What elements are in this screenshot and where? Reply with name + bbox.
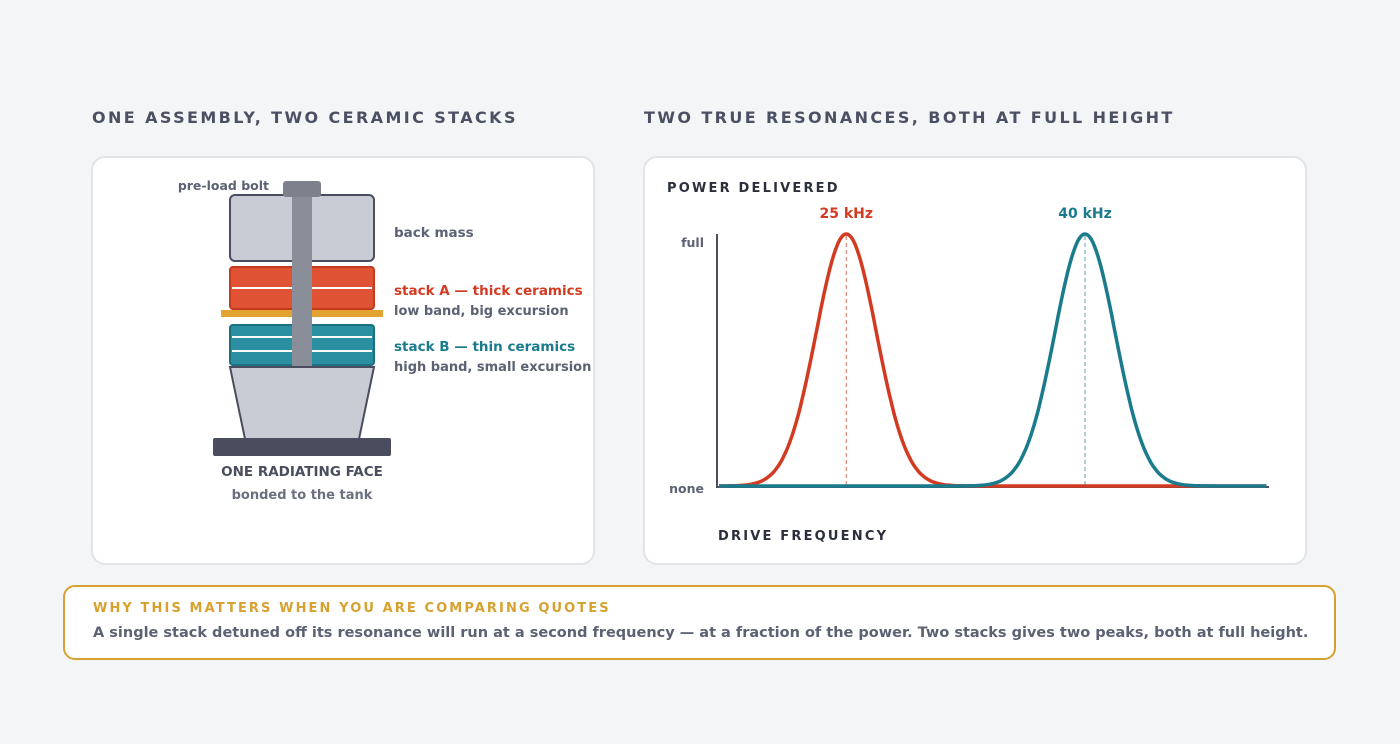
- stack-a-title: stack A — thick ceramics: [394, 283, 583, 299]
- resonance-section-title: TWO TRUE RESONANCES, BOTH AT FULL HEIGHT: [644, 108, 1175, 127]
- stack-a-subtitle: low band, big excursion: [394, 304, 569, 319]
- callout-body: A single stack detuned off its resonance…: [93, 625, 1309, 641]
- peak-label-2: 40 kHz: [1058, 206, 1112, 222]
- stack-b-subtitle: high band, small excursion: [394, 360, 591, 375]
- resonance-curve-1: [718, 232, 1267, 488]
- series-layer: 25 kHz 40 kHz: [718, 206, 1267, 488]
- preload-bolt-head: [283, 181, 321, 197]
- y-axis-title: POWER DELIVERED: [667, 181, 840, 196]
- resonance-chart: POWER DELIVERED DRIVE FREQUENCY full non…: [667, 181, 1269, 544]
- bolt-label: pre-load bolt: [178, 178, 269, 193]
- radiating-face-subtitle: bonded to the tank: [232, 488, 373, 503]
- peak-label-1: 25 kHz: [820, 206, 874, 222]
- preload-bolt-shaft: [292, 194, 312, 366]
- assembly-diagram: pre-load bolt back mass stack A — thick …: [178, 178, 592, 503]
- back-mass-label: back mass: [394, 225, 474, 241]
- stack-b-title: stack B — thin ceramics: [394, 339, 575, 355]
- resonance-curve-2: [718, 232, 1267, 488]
- x-axis-title: DRIVE FREQUENCY: [718, 529, 888, 544]
- assembly-card: pre-load bolt back mass stack A — thick …: [91, 156, 595, 565]
- y-tick-none: none: [669, 481, 704, 496]
- resonance-card: POWER DELIVERED DRIVE FREQUENCY full non…: [643, 156, 1307, 565]
- quote-comparison-callout: WHY THIS MATTERS WHEN YOU ARE COMPARING …: [63, 585, 1336, 660]
- radiating-face-title: ONE RADIATING FACE: [221, 464, 383, 480]
- front-horn: [228, 366, 376, 440]
- radiating-face-plate: [213, 438, 391, 456]
- assembly-section-title: ONE ASSEMBLY, TWO CERAMIC STACKS: [92, 108, 518, 127]
- y-tick-full: full: [681, 235, 704, 250]
- callout-title: WHY THIS MATTERS WHEN YOU ARE COMPARING …: [93, 601, 611, 616]
